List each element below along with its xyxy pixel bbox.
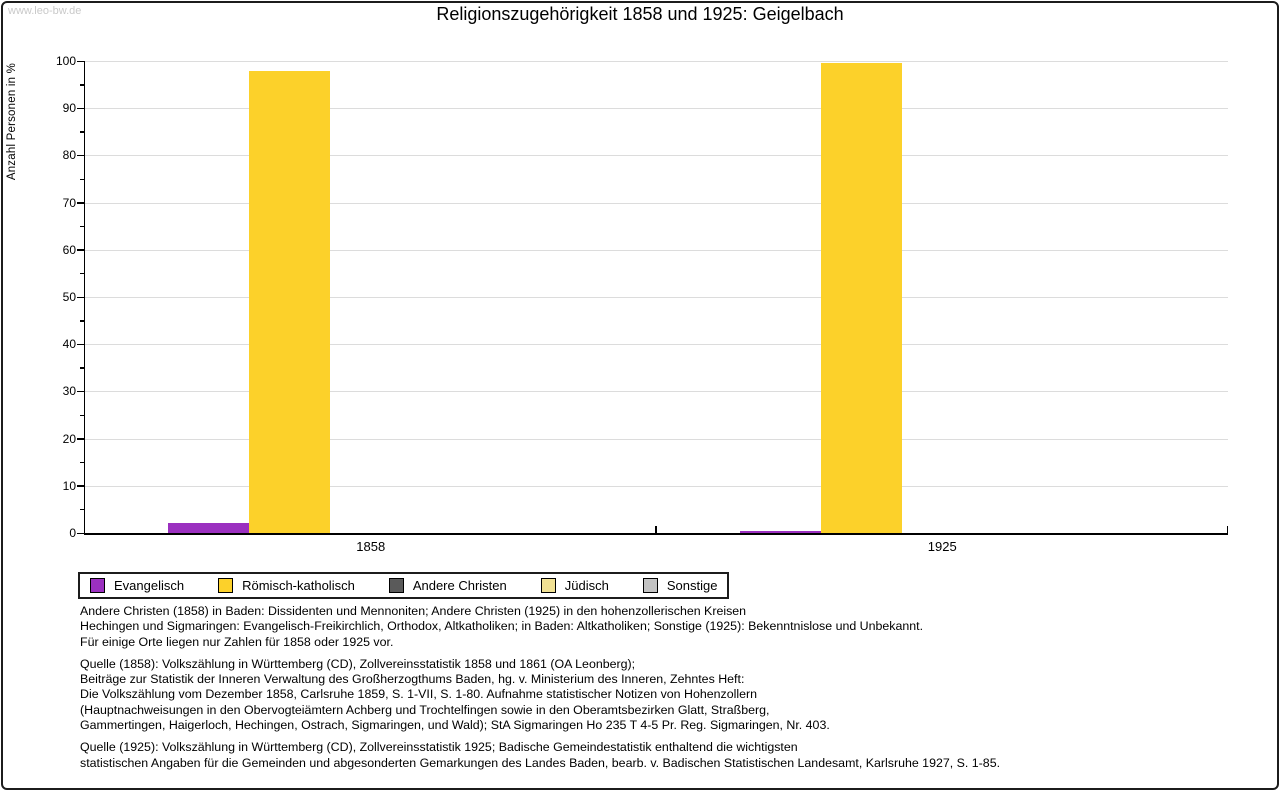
y-major-tick-80 [77, 154, 85, 157]
x-axis-line [83, 533, 1228, 535]
legend-swatch-icon [218, 578, 234, 593]
y-tick-label-30: 30 [62, 384, 76, 399]
bar-1858-0 [168, 523, 250, 533]
legend-swatch-icon [642, 578, 658, 593]
y-tick-label-60: 60 [62, 242, 76, 257]
y-minor-tick-95 [80, 84, 85, 86]
legend-label: Evangelisch [114, 578, 185, 593]
footnote-definitions: Andere Christen (1858) in Baden: Disside… [80, 604, 924, 649]
y-minor-tick-55 [80, 272, 85, 275]
y-minor-tick-85 [80, 131, 85, 133]
gridline-30 [85, 391, 1228, 393]
bar-1925-1 [820, 62, 902, 533]
gridline-100 [85, 61, 1228, 62]
watermark: www.leo-bw.de [8, 5, 82, 17]
y-tick-label-40: 40 [62, 337, 76, 352]
legend-label: Römisch-katholisch [242, 578, 355, 593]
x-category-label-1925: 1925 [927, 539, 957, 554]
legend-label: Andere Christen [412, 578, 507, 593]
gridline-80 [85, 155, 1228, 157]
bar-1925-0 [739, 531, 821, 533]
gridline-70 [85, 202, 1228, 204]
y-minor-tick-75 [80, 178, 85, 180]
y-major-tick-90 [77, 107, 85, 110]
chart-title: Religionszugehörigkeit 1858 und 1925: Ge… [436, 4, 844, 24]
legend-item-4: Sonstige [642, 578, 718, 593]
y-minor-tick-45 [80, 320, 85, 322]
y-major-tick-30 [77, 390, 85, 393]
y-tick-label-90: 90 [62, 101, 76, 116]
legend-item-2: Andere Christen [388, 578, 507, 593]
x-end-tick [1226, 526, 1228, 533]
x-category-label-1858: 1858 [356, 539, 386, 554]
y-major-tick-50 [77, 296, 85, 298]
y-major-tick-10 [77, 485, 85, 487]
legend-label: Jüdisch [564, 578, 609, 593]
legend-label: Sonstige [666, 578, 718, 593]
y-major-tick-70 [77, 202, 85, 204]
gridline-20 [85, 438, 1228, 440]
footnote-source-1925: Quelle (1925): Volkszählung in Württembe… [80, 740, 1001, 770]
legend: Evangelisch Römisch-katholisch Andere Chri… [78, 572, 730, 599]
gridline-50 [85, 297, 1228, 298]
gridline-60 [85, 249, 1228, 251]
legend-item-0: Evangelisch [90, 578, 184, 593]
gridline-40 [85, 344, 1228, 346]
legend-swatch-icon [90, 578, 105, 593]
legend-swatch-icon [388, 578, 404, 593]
y-major-tick-40 [77, 343, 85, 346]
y-major-tick-0 [77, 532, 85, 534]
y-major-tick-60 [77, 249, 85, 251]
footnote-source-1858: Quelle (1858): Volkszählung in Württembe… [80, 656, 830, 733]
y-major-tick-100 [77, 60, 85, 62]
x-mid-tick [655, 526, 657, 533]
y-axis-label: Anzahl Personen in % [6, 63, 18, 181]
y-minor-tick-35 [80, 367, 85, 369]
y-tick-label-50: 50 [62, 290, 76, 304]
y-tick-label-20: 20 [62, 431, 76, 446]
gridline-90 [85, 108, 1228, 110]
legend-swatch-icon [540, 578, 556, 593]
legend-item-3: Jüdisch [540, 578, 609, 593]
gridline-10 [85, 485, 1228, 487]
y-tick-label-70: 70 [62, 195, 76, 210]
y-tick-label-0: 0 [69, 526, 76, 540]
y-minor-tick-65 [80, 225, 85, 228]
y-major-tick-20 [77, 438, 85, 440]
legend-item-1: Römisch-katholisch [218, 578, 355, 593]
y-axis-line [83, 61, 85, 535]
y-minor-tick-5 [80, 508, 85, 511]
y-tick-label-100: 100 [55, 54, 76, 68]
y-tick-label-80: 80 [62, 148, 76, 163]
bar-1858-1 [249, 70, 331, 533]
y-minor-tick-25 [80, 414, 85, 416]
y-tick-label-10: 10 [62, 478, 76, 493]
y-minor-tick-15 [80, 461, 85, 464]
footnotes: Andere Christen (1858) in Baden: Disside… [80, 604, 1220, 778]
